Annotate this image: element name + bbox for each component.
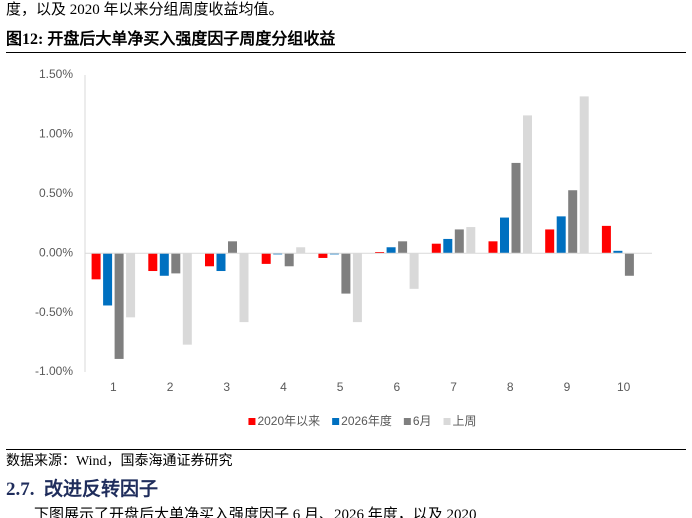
x-tick-label: 1 bbox=[110, 380, 117, 394]
bar bbox=[568, 190, 578, 254]
section-heading: 2.7. 改进反转因子 bbox=[6, 477, 158, 503]
legend-marker bbox=[443, 418, 451, 425]
x-tick-label: 5 bbox=[337, 380, 344, 394]
bar bbox=[296, 247, 306, 254]
x-tick-label: 8 bbox=[507, 380, 514, 394]
y-tick-label: 0.00% bbox=[39, 245, 73, 259]
bar bbox=[318, 253, 328, 258]
source-rule bbox=[6, 449, 686, 450]
bar bbox=[261, 253, 271, 264]
bar bbox=[114, 253, 124, 359]
section-title: 改进反转因子 bbox=[44, 479, 159, 500]
figure-caption: 图12: 开盘后大单净买入强度因子周度分组收益 bbox=[6, 31, 336, 48]
y-tick-label: -0.50% bbox=[35, 305, 73, 319]
y-tick-label: -1.00% bbox=[35, 364, 73, 378]
bar bbox=[386, 247, 396, 254]
bar bbox=[556, 216, 566, 254]
x-tick-label: 2 bbox=[167, 380, 174, 394]
bar bbox=[443, 238, 453, 254]
bar bbox=[284, 253, 294, 267]
bar bbox=[488, 241, 498, 254]
bar bbox=[613, 250, 623, 254]
bar bbox=[500, 217, 509, 254]
bar bbox=[148, 253, 158, 272]
bar bbox=[523, 115, 532, 254]
chart: -1.00% -0.50% 0.00% 0.50% 1.00% 1.50% 1 2 3 4 5 6 7 8… bbox=[35, 67, 652, 428]
bar bbox=[375, 252, 385, 254]
legend-marker bbox=[332, 418, 340, 425]
x-tick-label: 4 bbox=[280, 380, 287, 394]
x-tick-label: 7 bbox=[450, 380, 457, 394]
bar bbox=[329, 253, 339, 255]
bar bbox=[205, 253, 214, 267]
bar bbox=[601, 225, 611, 254]
bar bbox=[216, 253, 226, 272]
bar bbox=[545, 229, 555, 254]
x-tick-label: 9 bbox=[564, 380, 571, 394]
figure-source: 数据来源：Wind，国泰海通证券研究 bbox=[6, 454, 233, 469]
legend-label: 2026年度 bbox=[341, 413, 392, 428]
legend-marker bbox=[403, 418, 411, 425]
bar bbox=[431, 243, 441, 254]
x-tick-label: 6 bbox=[394, 380, 401, 394]
bar bbox=[273, 253, 283, 255]
bar bbox=[182, 253, 192, 345]
bar bbox=[409, 253, 419, 289]
y-tick-label: 0.50% bbox=[39, 186, 73, 200]
legend-label: 2020年以来 bbox=[257, 414, 320, 428]
y-tick-label: 1.50% bbox=[39, 67, 73, 81]
legend-label: 上周 bbox=[453, 414, 477, 428]
header-text: 度，以及 2020 年以来分组周度收益均值。 bbox=[6, 2, 284, 18]
bar bbox=[159, 253, 169, 276]
x-tick-label: 3 bbox=[223, 380, 230, 394]
section-number: 2.7. bbox=[6, 479, 35, 500]
bar bbox=[511, 162, 521, 254]
bar bbox=[398, 241, 408, 254]
bar bbox=[126, 253, 136, 318]
body-text: 下图展示了开盘后大单净买入强度因子 6 月、2026 年度，以及 2020 bbox=[34, 507, 477, 518]
caption-rule bbox=[6, 52, 686, 53]
bar bbox=[466, 227, 476, 254]
x-tick-label: 10 bbox=[617, 380, 631, 394]
legend-label: 6月 bbox=[413, 414, 432, 428]
y-tick-label: 1.00% bbox=[39, 127, 73, 141]
bar bbox=[239, 253, 249, 323]
bar bbox=[171, 253, 181, 274]
legend-marker bbox=[248, 418, 256, 425]
bar bbox=[341, 253, 351, 294]
bar bbox=[352, 253, 362, 323]
bar bbox=[91, 253, 101, 280]
bar bbox=[454, 229, 464, 254]
bar bbox=[579, 96, 589, 254]
bar bbox=[228, 241, 237, 254]
bar bbox=[624, 253, 634, 276]
bar bbox=[103, 253, 113, 306]
